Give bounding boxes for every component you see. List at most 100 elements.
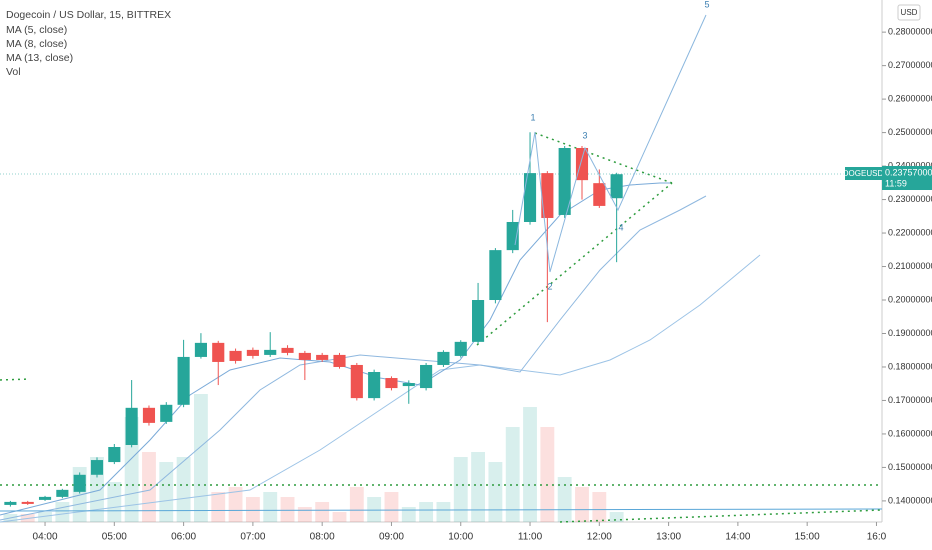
volume-bar [384,492,399,522]
volume-bar [557,477,572,522]
x-tick-label: 10:00 [448,532,473,543]
y-tick-label: 0.19000000 [888,328,932,338]
ma-line [0,195,707,521]
volume-bar [592,492,607,522]
candle-body [56,489,69,497]
candle-body [229,350,242,361]
volume-bar [193,394,208,522]
candle-body [177,356,190,405]
candle-body [368,371,381,399]
candle-body [298,352,311,360]
ma-line [0,182,672,516]
candle-body [420,364,433,389]
y-tick-label: 0.15000000 [888,462,932,472]
y-tick-label: 0.14000000 [888,495,932,505]
price-tag-label: 0.23757000 [885,167,932,177]
candle-body [90,460,104,475]
volume-bar [523,407,537,522]
volume-bar [297,507,312,522]
y-tick-label: 0.18000000 [888,361,932,371]
candle-body [523,173,537,222]
y-tick-label: 0.28000000 [888,27,932,37]
candle-body [402,383,415,387]
candle-body [125,407,138,445]
horizontal-line [0,508,883,512]
candle-body [541,173,554,218]
legend-entry: MA (5, close) [6,24,67,36]
y-tick-label: 0.21000000 [888,261,932,271]
y-tick-label: 0.17000000 [888,395,932,405]
currency-label: USD [901,8,918,17]
volume-bar [349,487,364,522]
y-tick-label: 0.26000000 [888,93,932,103]
x-tick-label: 04:00 [33,532,58,543]
volume-bar [471,452,485,522]
candle-body [350,364,363,399]
chart-title: Dogecoin / US Dollar, 15, BITTREX [6,9,171,21]
axes: 0.28000000 0.27000000 0.26000000 0.25000000… [33,27,932,543]
trendline [0,378,31,381]
candle-body [437,351,450,365]
volume-bar [107,482,122,522]
y-tick-label: 0.23000000 [888,194,932,204]
candle-body [489,250,502,301]
candle-body [246,349,259,356]
currency-box[interactable] [897,4,921,21]
volume-bar [55,502,70,522]
y-tick-label: 0.20000000 [888,294,932,304]
pattern-label: 1 [530,112,535,122]
volume-bar [453,457,468,522]
candle-body [160,404,173,422]
volume-bar [263,492,278,522]
candle-body [212,342,225,362]
candles [4,132,623,507]
volume-bar [245,497,260,522]
y-tick-label: 0.24000000 [888,160,932,170]
x-tick-label: 15:00 [795,532,820,543]
candle-body [316,354,329,360]
pattern-label: 3 [582,130,587,140]
candle-body [108,446,121,463]
volume-bar [367,497,382,522]
symbol-tag [845,167,882,180]
volume-bar [38,512,52,522]
candle-body [454,341,467,356]
pattern-label: 2 [547,281,552,291]
y-tick-label: 0.16000000 [888,428,932,438]
volume-bar [315,502,330,522]
candle-body [21,501,34,504]
x-tick-label: 07:00 [240,532,265,543]
x-tick-label: 05:00 [102,532,127,543]
volume-bar [280,497,295,522]
candle-body [472,300,485,342]
pattern-line [514,14,707,273]
ma-lines [0,182,883,523]
candle-body [333,354,346,367]
symbol-label: DOGEUSD [843,169,884,178]
y-tick-label: 0.27000000 [888,60,932,70]
pattern-label: 4 [618,222,623,232]
x-tick-label: 16:0 [867,532,887,543]
y-tick-label: 0.25000000 [888,127,932,137]
legend-entry: MA (8, close) [6,38,67,50]
pattern-label: 5 [704,0,709,9]
volume-bar [159,462,174,522]
candle-body [575,147,589,181]
volume-bar [228,487,243,522]
x-tick-label: 11:00 [518,532,543,543]
candle-body [264,349,277,355]
volume-bar [419,502,434,522]
volume-bar [505,427,520,522]
x-tick-label: 12:00 [587,532,612,543]
candle-body [142,407,156,423]
trendlines [0,132,883,523]
candle-body [4,501,17,505]
volume-bar [575,487,589,522]
candle-body [610,174,623,199]
legend-entry: Vol [6,66,21,78]
trendline [476,182,673,346]
ma-line [0,254,761,523]
x-tick-label: 14:00 [725,532,750,543]
volume-bar [176,457,191,522]
x-tick-label: 09:00 [379,532,404,543]
